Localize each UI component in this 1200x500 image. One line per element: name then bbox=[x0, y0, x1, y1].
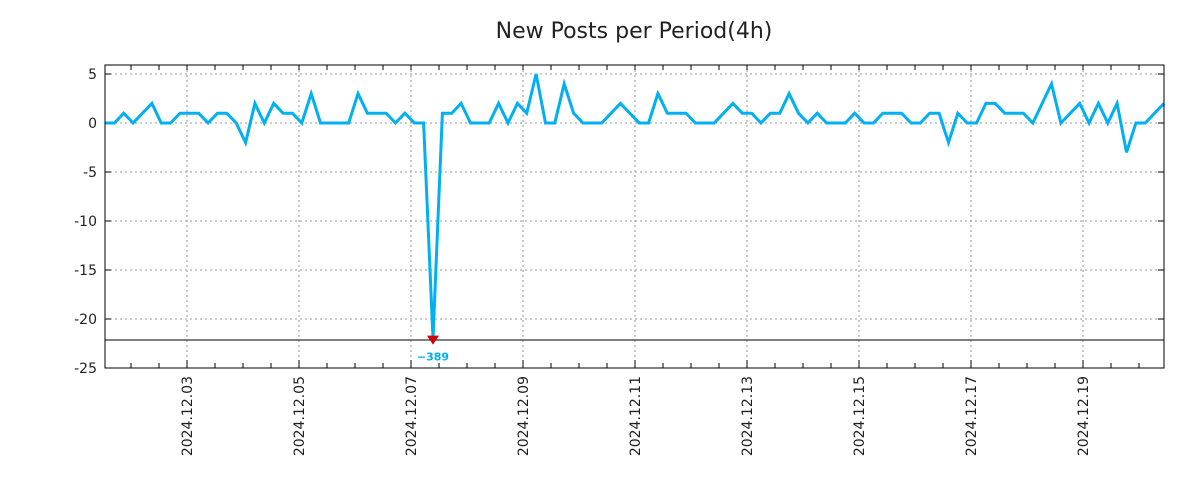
min-marker-icon bbox=[427, 335, 440, 345]
x-tick-label: 2024.12.19 bbox=[1076, 376, 1092, 456]
min-annotation-label: −389 bbox=[417, 351, 449, 364]
y-tick-label: 0 bbox=[88, 116, 97, 132]
y-tick-label: -15 bbox=[74, 263, 97, 279]
y-tick-label: -25 bbox=[74, 361, 97, 377]
y-tick-label: -5 bbox=[83, 165, 97, 181]
x-tick-label: 2024.12.17 bbox=[964, 376, 980, 456]
y-tick-label: -10 bbox=[74, 214, 97, 230]
x-tick-label: 2024.12.13 bbox=[740, 376, 756, 456]
y-tick-label: -20 bbox=[74, 312, 97, 328]
x-tick-label: 2024.12.11 bbox=[628, 376, 644, 456]
x-tick-label: 2024.12.15 bbox=[852, 376, 868, 456]
x-tick-label: 2024.12.03 bbox=[180, 376, 196, 456]
plot-frame bbox=[104, 64, 1165, 369]
y-tick-label: 5 bbox=[88, 67, 97, 83]
x-tick-label: 2024.12.05 bbox=[292, 376, 308, 456]
x-tick-label: 2024.12.09 bbox=[516, 376, 532, 456]
series-line-new-posts bbox=[105, 73, 1166, 339]
chart-title: New Posts per Period(4h) bbox=[496, 19, 773, 44]
x-tick-label: 2024.12.07 bbox=[404, 376, 420, 456]
